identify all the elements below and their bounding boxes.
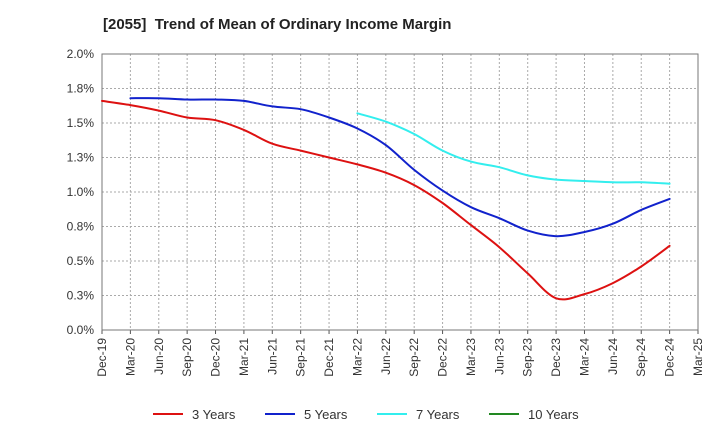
x-tick-label: Dec-22 [436, 338, 450, 377]
x-tick-label: Sep-23 [521, 338, 535, 377]
x-tick-label: Jun-24 [606, 338, 620, 375]
y-tick-label: 1.8% [67, 82, 95, 96]
y-tick-label: 0.5% [67, 254, 95, 268]
y-tick-label: 1.3% [67, 151, 95, 165]
x-tick-label: Dec-20 [209, 338, 223, 377]
legend-label: 3 Years [192, 407, 236, 422]
series-line-3-years [101, 99, 671, 301]
x-tick-label: Mar-25 [691, 338, 705, 376]
x-tick-label: Mar-24 [577, 338, 591, 376]
y-tick-label: 1.5% [67, 116, 95, 130]
series-line-5-years [129, 97, 671, 238]
x-tick-label: Mar-20 [123, 338, 137, 376]
x-tick-label: Dec-19 [95, 338, 109, 377]
legend-label: 7 Years [416, 407, 460, 422]
x-tick-label: Mar-23 [464, 338, 478, 376]
x-tick-label: Sep-20 [180, 338, 194, 377]
series-line-7-years [356, 112, 671, 185]
x-tick-label: Mar-21 [237, 338, 251, 376]
x-tick-label: Sep-21 [294, 338, 308, 377]
legend-item-3-years: 3 Years [153, 407, 236, 422]
legend-label: 10 Years [528, 407, 579, 422]
x-tick-label: Dec-24 [663, 338, 677, 377]
x-tick-label: Dec-23 [549, 338, 563, 377]
x-tick-label: Jun-22 [379, 338, 393, 375]
x-tick-label: Jun-20 [152, 338, 166, 375]
y-tick-label: 0.3% [67, 289, 95, 303]
y-tick-label: 0.0% [67, 323, 95, 337]
x-tick-label: Jun-23 [492, 338, 506, 375]
legend-label: 5 Years [304, 407, 348, 422]
legend-item-5-years: 5 Years [265, 407, 348, 422]
y-tick-label: 1.0% [67, 185, 95, 199]
x-tick-label: Mar-22 [350, 338, 364, 376]
y-tick-label: 2.0% [67, 47, 95, 61]
plot-frame [101, 53, 699, 331]
legend-item-7-years: 7 Years [377, 407, 460, 422]
x-tick-label: Dec-21 [322, 338, 336, 377]
y-tick-label: 0.8% [67, 220, 95, 234]
legend-item-10-years: 10 Years [489, 407, 579, 422]
chart-title: [2055] Trend of Mean of Ordinary Income … [103, 16, 452, 33]
x-tick-label: Sep-22 [407, 338, 421, 377]
x-tick-label: Sep-24 [634, 338, 648, 377]
x-tick-label: Jun-21 [265, 338, 279, 375]
